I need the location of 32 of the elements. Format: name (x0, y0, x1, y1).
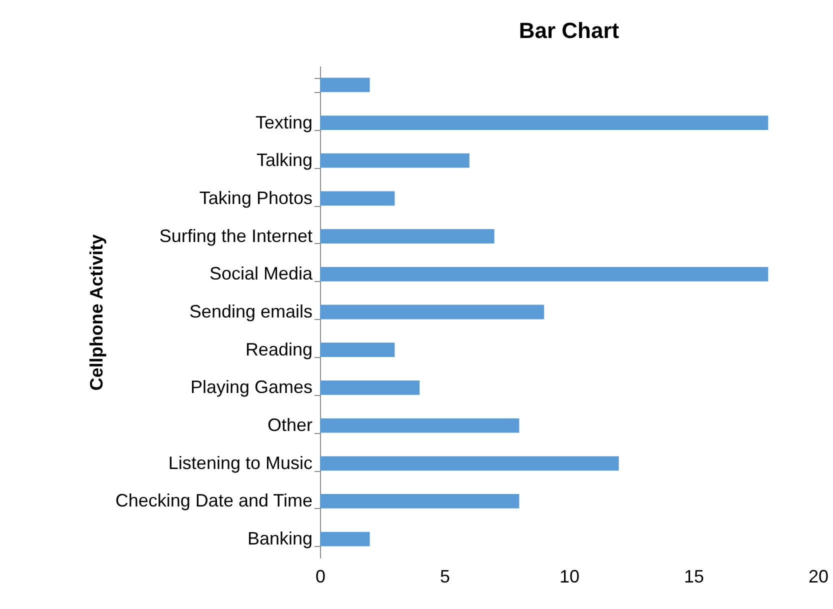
chart-title: Bar Chart (518, 18, 620, 43)
bar (320, 532, 370, 546)
x-tick-label: 5 (440, 566, 450, 586)
bar (320, 342, 395, 358)
y-tick-label: Playing Games (190, 377, 312, 398)
bar (320, 116, 768, 130)
y-tick-label: Taking Photos (199, 188, 312, 208)
y-tick-label: Talking (256, 150, 312, 170)
bar (320, 191, 395, 206)
x-tick-label: 20 (808, 566, 829, 586)
y-tick-label: Sending emails (189, 302, 312, 322)
y-tick-label: Reading (245, 339, 312, 360)
y-tick-label: Other (267, 415, 312, 436)
y-tick-label: Social Media (209, 264, 314, 284)
y-tick-label: Texting (255, 112, 312, 132)
bar (320, 78, 370, 92)
y-tick-label: Checking Date and Time (115, 490, 312, 511)
y-tick-label: Surfing the Internet (159, 226, 312, 246)
bar (320, 266, 768, 282)
bar (320, 494, 520, 508)
y-tick-label: Banking (247, 528, 312, 549)
x-tick-label: 15 (684, 566, 704, 586)
bar (320, 380, 420, 395)
x-tick-label: 0 (315, 566, 326, 586)
bar (320, 304, 544, 320)
x-tick-label: 10 (559, 566, 580, 586)
bar (320, 229, 494, 244)
bar (320, 456, 619, 471)
bar (320, 153, 470, 168)
y-tick-label: Listening to Music (168, 452, 312, 473)
bar (320, 418, 520, 433)
y-axis-title: Cellphone Activity (86, 234, 106, 391)
